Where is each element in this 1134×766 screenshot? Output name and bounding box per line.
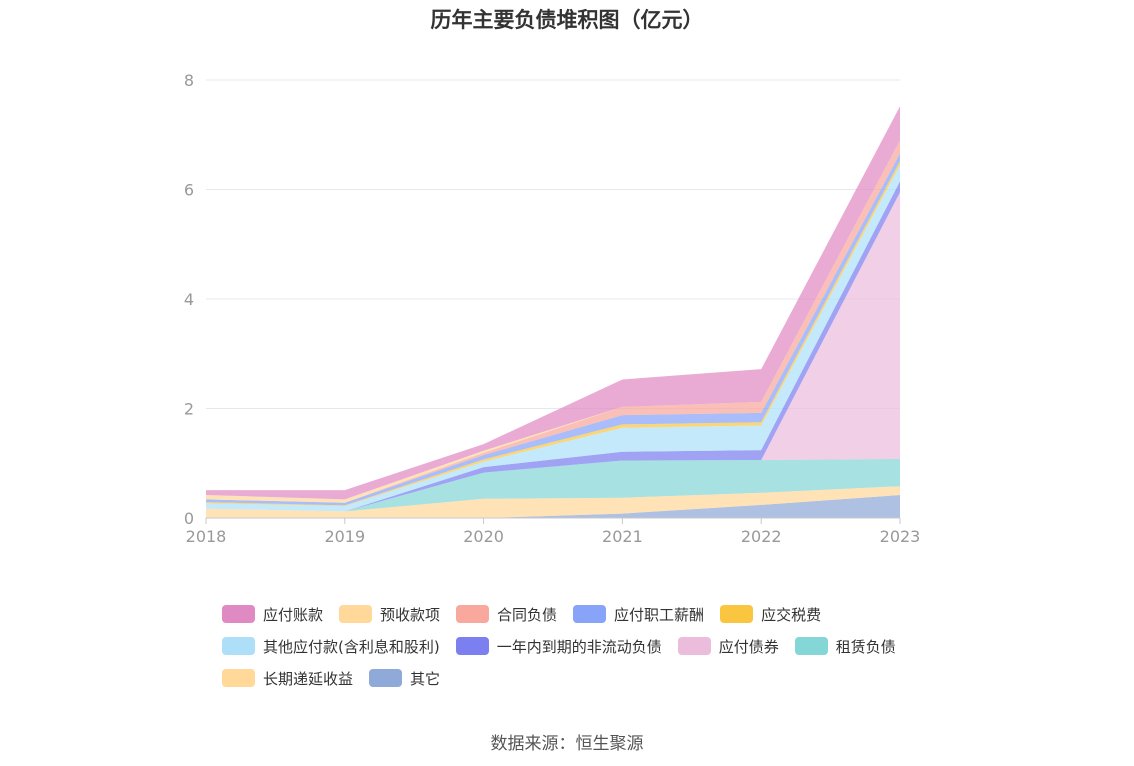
x-tick-label: 2022 bbox=[741, 527, 782, 546]
area-series bbox=[206, 458, 900, 512]
legend-label: 租赁负债 bbox=[835, 637, 896, 656]
legend-swatch bbox=[456, 605, 490, 623]
legend-item[interactable]: 其它 bbox=[369, 668, 440, 689]
chart-legend: 应付账款 预收款项 合同负债 应付职工薪酬 应交税费其他应付款(含利息和股利) 一年内到期… bbox=[222, 598, 982, 694]
area-series bbox=[206, 153, 900, 506]
legend-item[interactable]: 应付职工薪酬 bbox=[573, 604, 704, 625]
x-tick-label: 2019 bbox=[324, 527, 365, 546]
legend-item[interactable]: 应付账款 bbox=[222, 604, 323, 625]
x-tick-label: 2018 bbox=[186, 527, 227, 546]
y-tick-label: 0 bbox=[184, 509, 194, 528]
legend-item[interactable]: 租赁负债 bbox=[794, 636, 896, 657]
legend-item[interactable]: 长期递延收益 bbox=[222, 668, 353, 689]
legend-swatch bbox=[720, 605, 754, 623]
legend-label: 其它 bbox=[410, 669, 441, 688]
y-tick-label: 6 bbox=[184, 181, 194, 200]
legend-swatch bbox=[794, 637, 828, 655]
legend-swatch bbox=[222, 637, 255, 655]
x-tick-label: 2023 bbox=[880, 527, 921, 546]
legend-label: 一年内到期的非流动负债 bbox=[496, 637, 662, 656]
axes: 0 2 4 6 8 2018 2019 2020 2021 2022 2023 bbox=[184, 71, 921, 546]
y-tick-label: 4 bbox=[184, 290, 194, 309]
legend-swatch bbox=[369, 669, 403, 687]
legend-label: 应交税费 bbox=[761, 605, 822, 624]
y-tick-label: 8 bbox=[184, 71, 194, 90]
legend-item[interactable]: 预收款项 bbox=[339, 604, 440, 625]
y-tick-label: 2 bbox=[184, 400, 194, 419]
legend-label: 应付账款 bbox=[263, 605, 324, 624]
legend-label: 其他应付款(含利息和股利) bbox=[263, 637, 440, 656]
legend-swatch bbox=[222, 605, 255, 623]
legend-swatch bbox=[677, 637, 711, 655]
legend-label: 长期递延收益 bbox=[263, 669, 354, 688]
legend-label: 合同负债 bbox=[497, 605, 558, 624]
legend-label: 应付债券 bbox=[718, 637, 779, 656]
area-series bbox=[206, 495, 900, 518]
legend-swatch bbox=[339, 605, 373, 623]
legend-item[interactable]: 应交税费 bbox=[720, 604, 821, 625]
legend-item[interactable]: 应付债券 bbox=[677, 636, 779, 657]
stacked-area-chart: 0 2 4 6 8 2018 2019 2020 2021 2022 2023 bbox=[184, 71, 921, 546]
legend-item[interactable]: 合同负债 bbox=[456, 604, 557, 625]
legend-row: 长期递延收益 其它 bbox=[222, 662, 982, 694]
legend-label: 应付职工薪酬 bbox=[614, 605, 705, 624]
x-tick-label: 2020 bbox=[463, 527, 504, 546]
legend-row: 应付账款 预收款项 合同负债 应付职工薪酬 应交税费 bbox=[222, 598, 982, 630]
legend-label: 预收款项 bbox=[380, 605, 441, 624]
legend-item[interactable]: 其他应付款(含利息和股利) bbox=[222, 636, 440, 657]
area-series-group bbox=[206, 106, 900, 518]
legend-row: 其他应付款(含利息和股利) 一年内到期的非流动负债 应付债券 租赁负债 bbox=[222, 630, 982, 662]
area-series bbox=[206, 486, 900, 518]
legend-swatch bbox=[455, 637, 489, 655]
chart-title: 历年主要负债堆积图（亿元） bbox=[430, 8, 704, 32]
area-series bbox=[206, 106, 900, 500]
legend-swatch bbox=[573, 605, 607, 623]
data-source-note: 数据来源：恒生聚源 bbox=[490, 734, 644, 754]
legend-item[interactable]: 一年内到期的非流动负债 bbox=[455, 636, 662, 657]
x-tick-label: 2021 bbox=[602, 527, 643, 546]
legend-swatch bbox=[222, 669, 255, 687]
area-series bbox=[206, 140, 900, 503]
